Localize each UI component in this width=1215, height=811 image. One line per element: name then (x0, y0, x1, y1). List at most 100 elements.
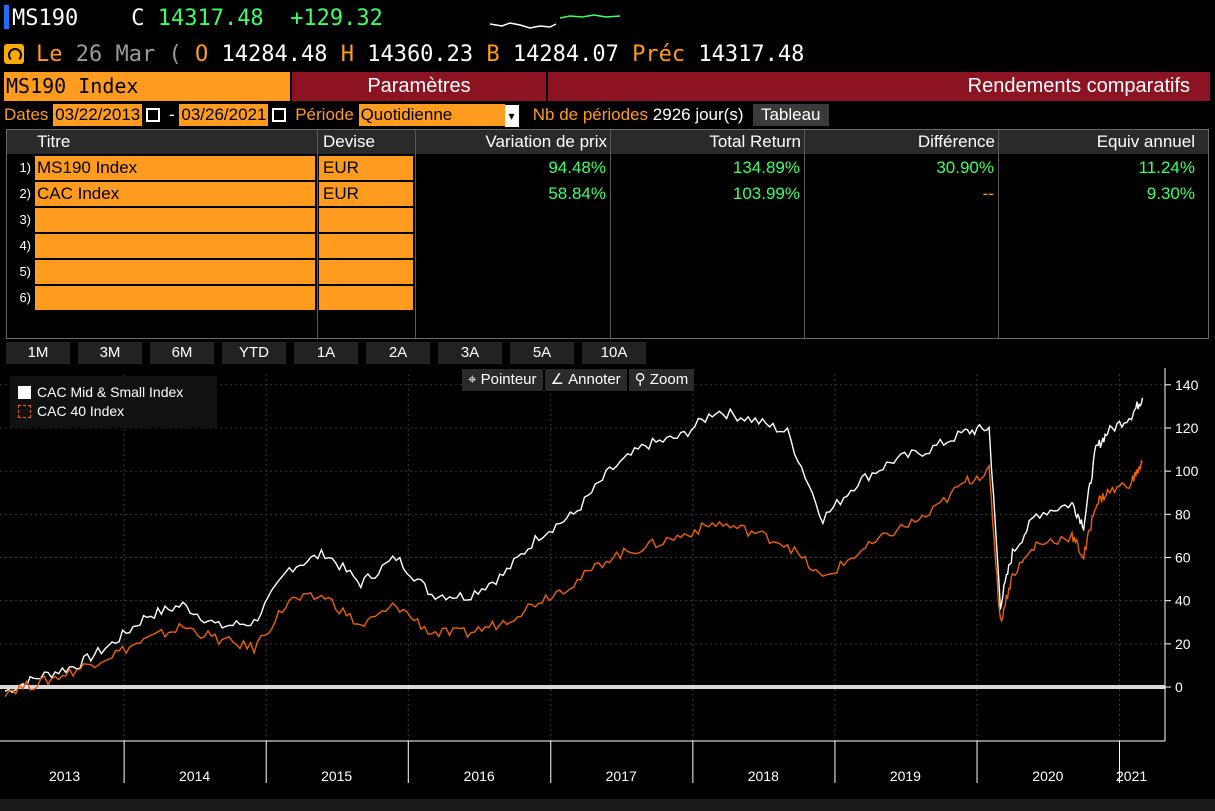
start-date-field[interactable]: 03/22/2013 (53, 104, 143, 126)
series-line (4, 459, 1144, 697)
nb-periods-label: Nb de périodes (532, 105, 649, 124)
row-currency[interactable] (319, 260, 413, 284)
x-tick-label: 2015 (321, 768, 352, 784)
col-header-diff: Différence (917, 132, 995, 151)
row-title[interactable] (35, 234, 315, 258)
row-number: 5) (19, 264, 31, 279)
col-header-title: Titre (37, 132, 71, 151)
period-button-5a[interactable]: 5A (510, 342, 574, 364)
row-number: 6) (19, 290, 31, 305)
col-header-currency: Devise (323, 132, 375, 151)
row-annual: 9.30% (1146, 184, 1195, 203)
bid-label: B (486, 42, 500, 67)
y-tick-label: 0 (1175, 679, 1183, 695)
legend-item[interactable]: CAC Mid & Small Index (18, 383, 183, 401)
open-value: 14284.48 (221, 42, 328, 67)
y-tick-label: 120 (1175, 420, 1199, 436)
performance-chart[interactable]: 0 20 40 60 80 100 120 140 2013 2014 2015 2016 2017 20… (0, 366, 1215, 798)
y-tick-label: 80 (1175, 506, 1191, 522)
calendar-icon[interactable] (146, 108, 161, 122)
dates-label: Dates (4, 105, 49, 124)
quote-line: MS190 C 14317.48 +129.32 (4, 2, 621, 36)
row-currency[interactable] (319, 286, 413, 310)
clock-icon (4, 44, 24, 64)
end-date-field[interactable]: 03/26/2021 (179, 104, 269, 126)
sparkline (490, 14, 621, 29)
date-label: Le (36, 42, 63, 67)
row-currency[interactable]: EUR (319, 156, 413, 180)
pointer-label: Pointeur (480, 371, 537, 388)
close-price: 14317.48 (157, 6, 264, 31)
row-total: 103.99% (732, 184, 800, 203)
period-button-3a[interactable]: 3A (438, 342, 502, 364)
chart-legend: CAC Mid & Small Index CAC 40 Index (10, 376, 217, 428)
table-header-bg (7, 130, 1208, 154)
period-button-10a[interactable]: 10A (582, 342, 646, 364)
period-button-1a[interactable]: 1A (294, 342, 358, 364)
high-value: 14360.23 (367, 42, 474, 67)
crosshair-icon: ⌖ (468, 371, 477, 388)
period-button-1m[interactable]: 1M (6, 342, 70, 364)
pointer-tool[interactable]: ⌖ Pointeur (462, 369, 543, 391)
quote-detail-line: Le 26 Mar ( O 14284.48 H 14360.23 B 1428… (4, 40, 804, 70)
pencil-icon: ∠ (550, 371, 564, 388)
row-number: 1) (19, 160, 31, 175)
y-tick-label: 40 (1175, 593, 1191, 609)
security-field[interactable]: MS190 Index (4, 72, 290, 101)
row-title[interactable]: MS190 Index (35, 156, 315, 180)
x-tick-label: 2018 (748, 768, 779, 784)
y-tick-label: 20 (1175, 636, 1191, 652)
open-label: O (194, 42, 209, 67)
zoom-label: Zoom (649, 371, 689, 388)
dates-row: Dates 03/22/2013 - 03/26/2021 Période Qu… (4, 104, 829, 127)
annotate-tool[interactable]: ∠ Annoter (544, 369, 627, 391)
prev-label: Préc (632, 42, 686, 67)
prev-value: 14317.48 (698, 42, 805, 67)
returns-table: Titre Devise Variation de prix Total Ret… (6, 129, 1209, 339)
chevron-down-icon[interactable]: ▾ (504, 105, 519, 127)
col-header-price: Variation de prix (485, 132, 607, 151)
table-button[interactable]: Tableau (752, 104, 829, 126)
row-currency[interactable]: EUR (319, 182, 413, 206)
nb-periods-value: 2926 jour(s) (652, 105, 744, 124)
page-title: Rendements comparatifs (548, 72, 1210, 101)
legend-label: CAC Mid & Small Index (37, 384, 184, 400)
period-select[interactable]: Quotidienne (358, 104, 505, 126)
price-change: +129.32 (290, 6, 383, 31)
magnifier-icon: ⚲ (634, 371, 646, 388)
calendar-icon[interactable] (272, 108, 287, 122)
row-title[interactable] (35, 286, 315, 310)
row-price: 94.48% (548, 158, 606, 177)
params-button[interactable]: Paramètres (292, 72, 546, 101)
row-diff: 30.90% (936, 158, 994, 177)
row-currency[interactable] (319, 234, 413, 258)
row-annual: 11.24% (1138, 158, 1195, 177)
x-tick-label: 2016 (464, 768, 495, 784)
period-button-6m[interactable]: 6M (150, 342, 214, 364)
status-bar (0, 799, 1215, 811)
x-tick-label: 2014 (179, 768, 210, 784)
ticker-marker (4, 5, 9, 29)
x-tick-label: 2013 (49, 768, 80, 784)
row-title[interactable]: CAC Index (35, 182, 315, 206)
row-title[interactable] (35, 260, 315, 284)
col-header-annual: Equiv annuel (1096, 132, 1195, 151)
annotate-label: Annoter (568, 371, 621, 388)
period-button-ytd[interactable]: YTD (222, 342, 286, 364)
legend-swatch (18, 386, 31, 399)
legend-label: CAC 40 Index (37, 403, 125, 419)
period-button-3m[interactable]: 3M (78, 342, 142, 364)
chart-toolbar: ⌖ Pointeur ∠ Annoter ⚲ Zoom (462, 369, 696, 391)
row-number: 4) (19, 238, 31, 253)
bid-value: 14284.07 (512, 42, 619, 67)
date-separator: - (168, 105, 175, 124)
legend-item[interactable]: CAC 40 Index (18, 402, 124, 420)
y-tick-label: 60 (1175, 550, 1191, 566)
period-button-2a[interactable]: 2A (366, 342, 430, 364)
row-currency[interactable] (319, 208, 413, 232)
high-label: H (340, 42, 354, 67)
period-label: Période (295, 105, 354, 124)
y-tick-label: 140 (1175, 377, 1199, 393)
row-title[interactable] (35, 208, 315, 232)
zoom-tool[interactable]: ⚲ Zoom (628, 369, 695, 391)
